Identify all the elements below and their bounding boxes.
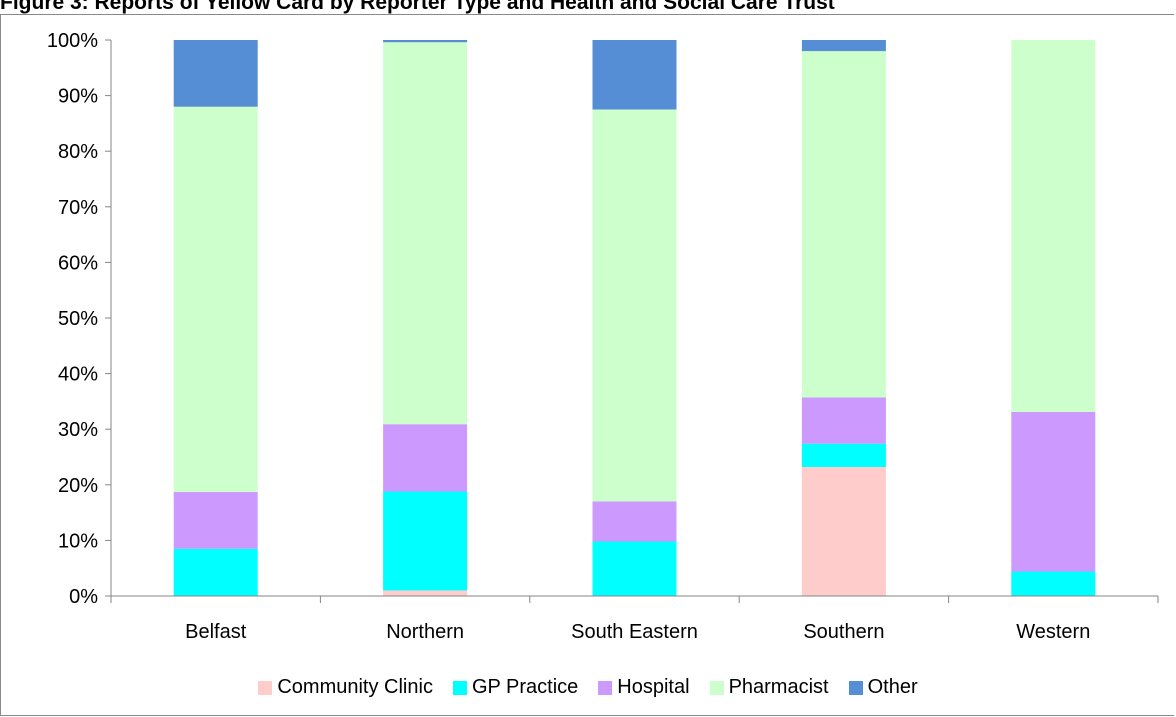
legend-label: GP Practice [471, 676, 579, 698]
x-tick-label: Northern [386, 621, 464, 643]
legend-label: Community Clinic [277, 676, 433, 698]
y-tick-label: 10% [58, 530, 98, 552]
legend-item: Other [848, 676, 918, 699]
chart-frame [0, 14, 1174, 716]
y-tick-label: 80% [58, 141, 98, 163]
x-tick-label: South Eastern [571, 621, 698, 643]
legend: Community Clinic GP Practice Hospital Pharm… [0, 676, 1176, 699]
bar-segment-gp-practice-western [1011, 571, 1096, 596]
y-tick-label: 60% [58, 252, 98, 274]
axes-group [105, 39, 1159, 603]
page-title: Figure 3: Reports of Yellow Card by Repo… [0, 0, 835, 14]
bar-segment-pharmacist-western [1011, 40, 1096, 412]
bar-segment-community-clinic-southern [801, 467, 886, 596]
legend-item: Community Clinic [258, 676, 433, 699]
legend-item: Hospital [598, 676, 690, 699]
legend-item: Pharmacist [709, 676, 829, 699]
x-tick-label: Western [1016, 621, 1090, 643]
bar-segment-gp-practice-belfast [173, 548, 258, 596]
bar-segment-pharmacist-northern [383, 42, 468, 425]
bar-segment-pharmacist-south-eastern [592, 109, 677, 502]
y-tick-label: 30% [58, 419, 98, 441]
bars-group [173, 40, 1096, 596]
bar-segment-other-belfast [173, 40, 258, 107]
legend-swatch [848, 680, 863, 695]
bar-segment-hospital-southern [801, 397, 886, 444]
bar-segment-hospital-western [1011, 411, 1096, 572]
legend-label: Hospital [617, 676, 690, 698]
bar-segment-pharmacist-belfast [173, 106, 258, 493]
y-tick-label: 70% [58, 197, 98, 219]
legend-swatch [598, 680, 613, 695]
y-tick-label: 100% [47, 30, 98, 52]
bar-segment-hospital-south-eastern [592, 501, 677, 542]
legend-swatch [709, 680, 724, 695]
y-tick-label: 40% [58, 364, 98, 386]
bar-segment-other-southern [801, 40, 886, 52]
legend-item: GP Practice [452, 676, 579, 699]
bar-segment-gp-practice-south-eastern [592, 541, 677, 596]
bar-segment-hospital-northern [383, 424, 468, 492]
legend-label: Pharmacist [728, 676, 829, 698]
legend-label: Other [867, 676, 918, 698]
x-tick-label: Southern [803, 621, 884, 643]
bar-segment-hospital-belfast [173, 492, 258, 549]
x-tick-label: Belfast [185, 621, 247, 643]
y-tick-label: 20% [58, 475, 98, 497]
tick-labels-group: 0% 10% 20% 30% 40% 50% 60% 70% 80% 90% 100% Belfast… [47, 30, 1091, 643]
bar-segment-pharmacist-southern [801, 51, 886, 398]
bar-segment-gp-practice-northern [383, 491, 468, 591]
y-tick-label: 0% [69, 586, 98, 608]
bar-segment-other-south-eastern [592, 40, 677, 110]
y-tick-label: 50% [58, 308, 98, 330]
legend-swatch [452, 680, 467, 695]
y-tick-label: 90% [58, 86, 98, 108]
legend-swatch [258, 680, 273, 695]
bar-segment-other-northern [383, 40, 468, 43]
bar-segment-community-clinic-northern [383, 590, 468, 596]
bar-segment-gp-practice-southern [801, 443, 886, 468]
